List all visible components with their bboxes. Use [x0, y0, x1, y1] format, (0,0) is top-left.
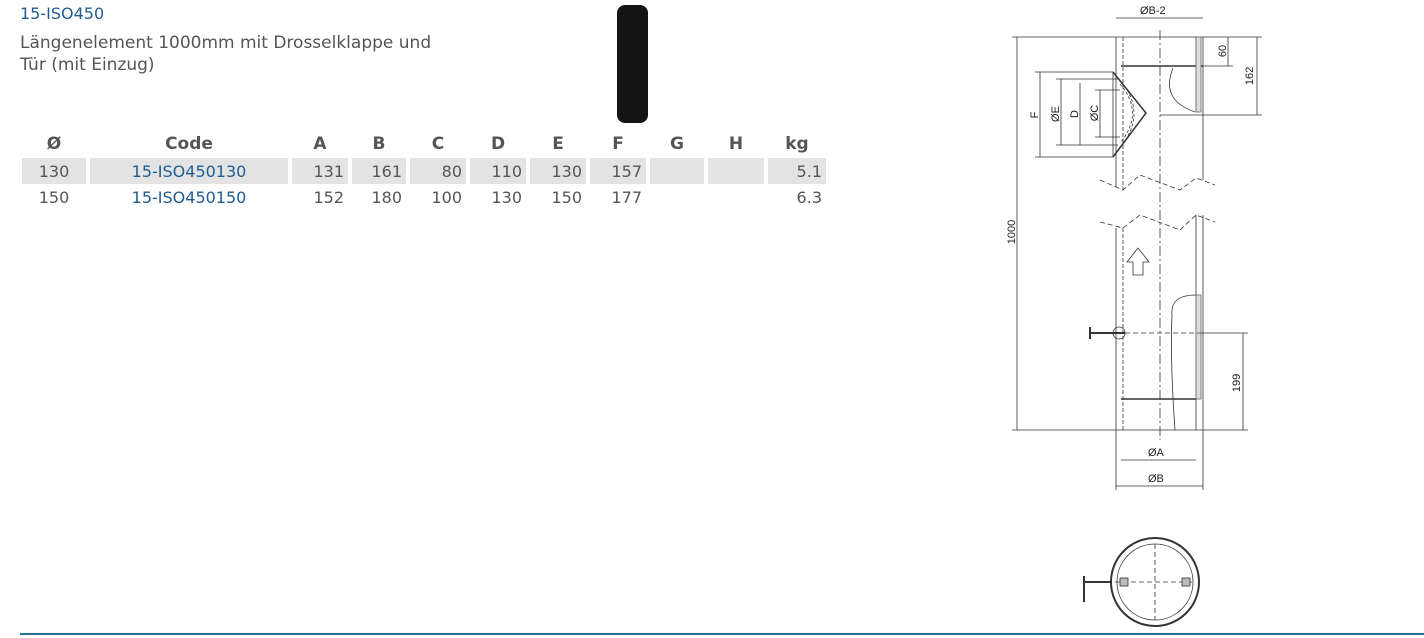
dimension-lines [1012, 17, 1262, 490]
label-162: 162 [1244, 67, 1256, 85]
header-code: Code [165, 134, 213, 154]
product-description: Längenelement 1000mm mit Drosselklappe u… [20, 33, 432, 75]
header-c: C [431, 134, 445, 154]
cell-g [650, 158, 704, 184]
label-b2: ØB-2 [1140, 5, 1166, 17]
cell-a: 131 [292, 158, 348, 184]
label-d: D [1069, 110, 1081, 118]
cell-e: 130 [530, 158, 586, 184]
header-e: E [552, 134, 564, 154]
header-diameter: Ø [46, 134, 62, 154]
header-h: H [728, 134, 744, 154]
cell-diameter: 150 [38, 187, 70, 207]
pipe-upper [1115, 36, 1204, 190]
cell-h [708, 158, 764, 184]
label-199: 199 [1231, 374, 1243, 392]
label-e: ØE [1050, 106, 1062, 122]
cell-c: 100 [431, 187, 462, 207]
header-f: F [612, 134, 624, 154]
cell-f: 157 [590, 158, 646, 184]
cell-code-link[interactable]: 15-ISO450130 [90, 158, 288, 184]
label-1000: 1000 [1006, 220, 1018, 244]
top-view-circle [1083, 537, 1200, 627]
cell-kg: 5.1 [768, 158, 826, 184]
dimension-labels: ØB-2 ØA ØB 1000 60 162 199 F ØE D ØC [1006, 5, 1256, 485]
product-image-pipe [617, 5, 648, 123]
header-a: A [313, 134, 327, 154]
header-d: D [490, 134, 506, 154]
label-b: ØB [1148, 473, 1164, 485]
cell-kg: 6.3 [796, 187, 822, 207]
break-lines [1099, 174, 1216, 231]
cell-f: 177 [611, 187, 642, 207]
label-a: ØA [1148, 447, 1165, 459]
flow-arrow-icon [1126, 247, 1150, 276]
dimensions-table: Ø Code A B C D E F G H kg 130 15-ISO4501… [18, 130, 830, 210]
cell-code-link[interactable]: 15-ISO450150 [131, 187, 247, 207]
cell-c: 80 [410, 158, 466, 184]
label-60: 60 [1217, 45, 1229, 57]
cell-b: 161 [352, 158, 406, 184]
product-code-title: 15-ISO450 [20, 4, 105, 23]
cell-diameter: 130 [22, 158, 86, 184]
cell-a: 152 [313, 187, 344, 207]
cell-e: 150 [551, 187, 582, 207]
table-header-row: Ø Code A B C D E F G H kg [22, 130, 826, 158]
table-row: 130 15-ISO450130 131 161 80 110 130 157 … [22, 158, 826, 184]
cell-d: 130 [491, 187, 522, 207]
damper-handle [1089, 326, 1200, 340]
label-c: ØC [1089, 105, 1101, 122]
table-row: 150 15-ISO450150 152 180 100 130 150 177… [22, 184, 826, 210]
label-f: F [1029, 111, 1041, 118]
header-g: G [670, 134, 684, 154]
cell-d: 110 [470, 158, 526, 184]
door-cone [1112, 71, 1147, 158]
cell-b: 180 [371, 187, 402, 207]
footer-divider [20, 633, 1424, 635]
header-b: B [372, 134, 386, 154]
pipe-lower [1115, 215, 1204, 431]
header-kg: kg [785, 134, 809, 154]
